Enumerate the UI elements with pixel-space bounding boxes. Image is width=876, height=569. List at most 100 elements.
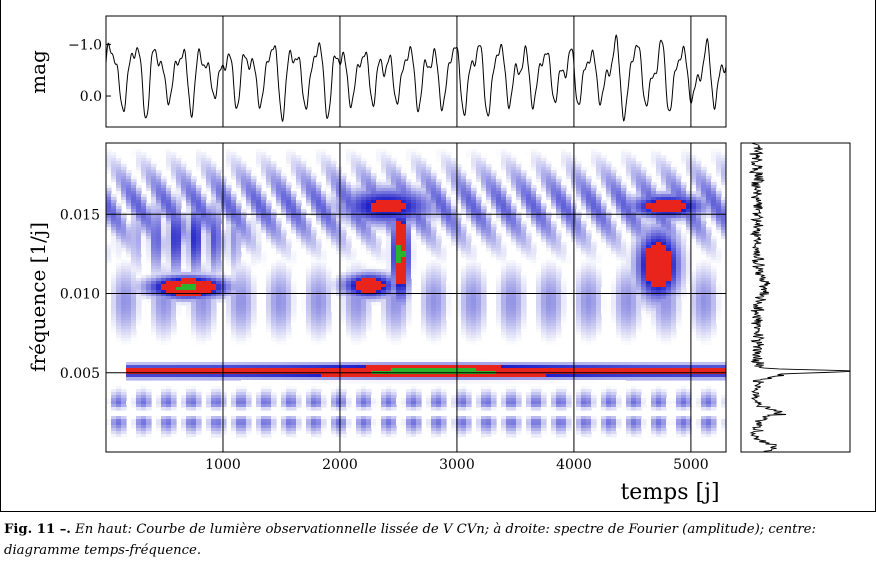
heatmap-cell bbox=[286, 311, 292, 315]
heatmap-cell bbox=[316, 365, 322, 369]
heatmap-cell bbox=[196, 278, 202, 282]
heatmap-cell bbox=[436, 377, 442, 381]
heatmap-cell bbox=[341, 200, 347, 204]
heatmap-cell bbox=[211, 284, 217, 288]
heatmap-cell bbox=[196, 215, 202, 219]
heatmap-cell bbox=[401, 260, 407, 264]
heatmap-cell bbox=[206, 422, 212, 426]
heatmap-cell bbox=[226, 155, 232, 159]
heatmap-cell bbox=[316, 329, 322, 333]
heatmap-cell bbox=[206, 170, 212, 174]
heatmap-cell bbox=[336, 296, 342, 300]
heatmap-cell bbox=[151, 212, 157, 216]
heatmap-cell bbox=[391, 287, 397, 291]
heatmap-cell bbox=[421, 188, 427, 192]
heatmap-cell bbox=[381, 308, 387, 312]
heatmap-cell bbox=[206, 392, 212, 396]
heatmap-cell bbox=[406, 392, 412, 396]
heatmap-cell bbox=[391, 260, 397, 264]
heatmap-cell bbox=[171, 194, 177, 198]
heatmap-cell bbox=[206, 161, 212, 165]
heatmap-cell bbox=[361, 323, 367, 327]
heatmap-cell bbox=[341, 182, 347, 186]
heatmap-cell bbox=[346, 428, 352, 432]
heatmap-cell bbox=[426, 368, 432, 372]
heatmap-cell bbox=[441, 317, 447, 321]
heatmap-cell bbox=[116, 293, 122, 297]
heatmap-cell bbox=[196, 302, 202, 306]
heatmap-cell bbox=[461, 386, 467, 390]
heatmap-cell bbox=[286, 155, 292, 159]
heatmap-cell bbox=[166, 221, 172, 225]
heatmap-cell bbox=[311, 206, 317, 210]
heatmap-cell bbox=[381, 227, 387, 231]
heatmap-cell bbox=[156, 305, 162, 309]
heatmap-cell bbox=[181, 299, 187, 303]
heatmap-cell bbox=[376, 377, 382, 381]
heatmap-cell bbox=[431, 374, 437, 378]
heatmap-cell bbox=[431, 209, 437, 213]
heatmap-cell bbox=[131, 299, 137, 303]
heatmap-cell bbox=[301, 380, 307, 384]
heatmap-cell bbox=[336, 167, 342, 171]
heatmap-cell bbox=[436, 437, 442, 441]
heatmap-cell bbox=[291, 188, 297, 192]
heatmap-cell bbox=[241, 431, 247, 435]
heatmap-cell bbox=[121, 389, 127, 393]
heatmap-cell bbox=[181, 161, 187, 165]
heatmap-cell bbox=[326, 236, 332, 240]
heatmap-cell bbox=[136, 374, 142, 378]
heatmap-cell bbox=[326, 215, 332, 219]
heatmap-cell bbox=[466, 155, 472, 159]
heatmap-cell bbox=[386, 227, 392, 231]
heatmap-cell bbox=[266, 320, 272, 324]
heatmap-cell bbox=[336, 227, 342, 231]
heatmap-cell bbox=[321, 374, 327, 378]
heatmap-cell bbox=[146, 233, 152, 237]
heatmap-cell bbox=[321, 251, 327, 255]
heatmap-cell bbox=[221, 254, 227, 258]
heatmap-cell bbox=[156, 374, 162, 378]
heatmap-cell bbox=[426, 236, 432, 240]
heatmap-cell bbox=[311, 290, 317, 294]
heatmap-cell bbox=[416, 431, 422, 435]
heatmap-cell bbox=[356, 176, 362, 180]
heatmap-cell bbox=[361, 230, 367, 234]
heatmap-cell bbox=[346, 401, 352, 405]
heatmap-cell bbox=[346, 317, 352, 321]
heatmap-cell bbox=[411, 236, 417, 240]
heatmap-cell bbox=[306, 332, 312, 336]
heatmap-cell bbox=[196, 368, 202, 372]
heatmap-cell bbox=[206, 158, 212, 162]
heatmap-cell bbox=[281, 302, 287, 306]
heatmap-cell bbox=[221, 389, 227, 393]
heatmap-cell bbox=[356, 260, 362, 264]
heatmap-cell bbox=[396, 269, 402, 273]
heatmap-cell bbox=[261, 404, 267, 408]
heatmap-cell bbox=[256, 416, 262, 420]
heatmap-cell bbox=[216, 398, 222, 402]
heatmap-cell bbox=[301, 188, 307, 192]
heatmap-cell bbox=[241, 377, 247, 381]
heatmap-cell bbox=[421, 170, 427, 174]
heatmap-cell bbox=[366, 416, 372, 420]
heatmap-cell bbox=[381, 365, 387, 369]
heatmap-cell bbox=[271, 284, 277, 288]
heatmap-cell bbox=[286, 395, 292, 399]
heatmap-cell bbox=[136, 302, 142, 306]
heatmap-cell bbox=[456, 251, 462, 255]
heatmap-cell bbox=[216, 419, 222, 423]
heatmap-cell bbox=[311, 275, 317, 279]
heatmap-cell bbox=[451, 224, 457, 228]
heatmap-cell bbox=[251, 374, 257, 378]
heatmap-cell bbox=[361, 284, 367, 288]
heatmap-cell bbox=[171, 266, 177, 270]
heatmap-cell bbox=[431, 227, 437, 231]
heatmap-cell bbox=[406, 260, 412, 264]
heatmap-cell bbox=[401, 194, 407, 198]
heatmap-cell bbox=[241, 338, 247, 342]
heatmap-cell bbox=[221, 296, 227, 300]
heatmap-cell bbox=[446, 164, 452, 168]
heatmap-cell bbox=[271, 368, 277, 372]
heatmap-cell bbox=[111, 197, 117, 201]
